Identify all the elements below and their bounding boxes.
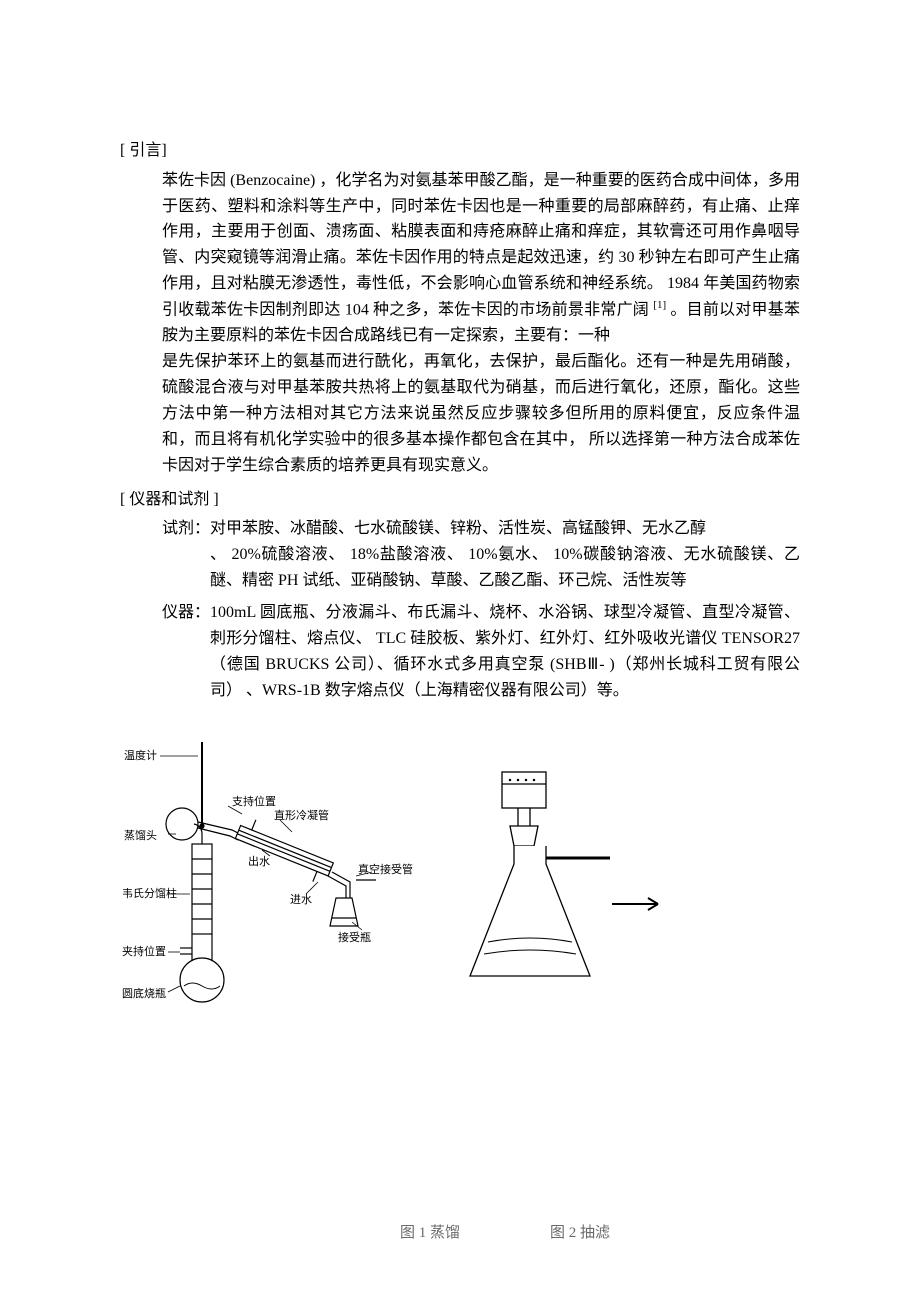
reagents-line1: 对甲苯胺、冰醋酸、七水硫酸镁、锌粉、活性炭、高锰酸钾、无水乙醇 — [210, 516, 800, 542]
figure-2-diagram — [440, 754, 670, 1014]
reagents-line2: 、 20%硫酸溶液、 18%盐酸溶液、 10%氨水、 10%碳酸钠溶液、无水硫酸… — [210, 542, 800, 594]
figure-2 — [440, 754, 670, 1014]
annot-water-out: 出水 — [248, 854, 270, 872]
instruments-label: 仪器： — [162, 600, 210, 626]
document-page: [ 引言] 苯佐卡因 (Benzocaine) ，化学名为对氨基苯甲酸乙酯，是一… — [0, 0, 920, 1303]
annot-vacuum-adapter: 真空接受管 — [358, 862, 413, 880]
annot-receiver: 接受瓶 — [338, 930, 371, 948]
instruments-body: 100mL 圆底瓶、分液漏斗、布氏漏斗、烧杯、水浴锅、球型冷凝管、直型冷凝管、刺… — [210, 600, 800, 704]
intro-paragraph-2: 是先保护苯环上的氨基而进行酰化，再氧化，去保护，最后酯化。还有一种是先用硝酸，硫… — [162, 349, 800, 479]
annot-clamp: 夹持位置 — [122, 944, 166, 962]
figures-row: 温度计 支持位置 蒸馏头 直形冷凝管 出水 真空接受管 进水 接受瓶 韦氏分馏柱… — [120, 734, 800, 1014]
intro-block: 苯佐卡因 (Benzocaine) ，化学名为对氨基苯甲酸乙酯，是一种重要的医药… — [162, 168, 800, 479]
annot-cone-head: 蒸馏头 — [124, 828, 157, 846]
annot-flask: 圆底烧瓶 — [122, 986, 166, 1004]
intro-citation-sup: [1] — [653, 299, 666, 311]
annot-water-in: 进水 — [290, 892, 312, 910]
intro-p1-text: 苯佐卡因 (Benzocaine) ，化学名为对氨基苯甲酸乙酯，是一种重要的医药… — [162, 172, 800, 319]
annot-holder: 支持位置 — [232, 794, 276, 812]
annot-thermometer: 温度计 — [124, 748, 157, 766]
intro-paragraph-1: 苯佐卡因 (Benzocaine) ，化学名为对氨基苯甲酸乙酯，是一种重要的医药… — [162, 168, 800, 350]
instruments-block: 仪器： 100mL 圆底瓶、分液漏斗、布氏漏斗、烧杯、水浴锅、球型冷凝管、直型冷… — [162, 600, 800, 704]
figure-1-diagram: 温度计 支持位置 蒸馏头 直形冷凝管 出水 真空接受管 进水 接受瓶 韦氏分馏柱… — [120, 734, 420, 1014]
figure-1-caption: 图 1 蒸馏 — [400, 1221, 460, 1245]
figure-2-caption: 图 2 抽滤 — [550, 1221, 610, 1245]
annot-column: 韦氏分馏柱 — [122, 886, 177, 904]
annot-condenser: 直形冷凝管 — [274, 808, 329, 826]
reagents-block: 试剂： 对甲苯胺、冰醋酸、七水硫酸镁、锌粉、活性炭、高锰酸钾、无水乙醇 、 20… — [162, 516, 800, 594]
reagents-label: 试剂： — [162, 516, 210, 542]
heading-intro: [ 引言] — [120, 138, 800, 164]
figure-1: 温度计 支持位置 蒸馏头 直形冷凝管 出水 真空接受管 进水 接受瓶 韦氏分馏柱… — [120, 734, 420, 1014]
heading-apparatus: [ 仪器和试剂 ] — [120, 487, 800, 513]
figure-captions: 图 1 蒸馏 图 2 抽滤 — [400, 1221, 610, 1245]
